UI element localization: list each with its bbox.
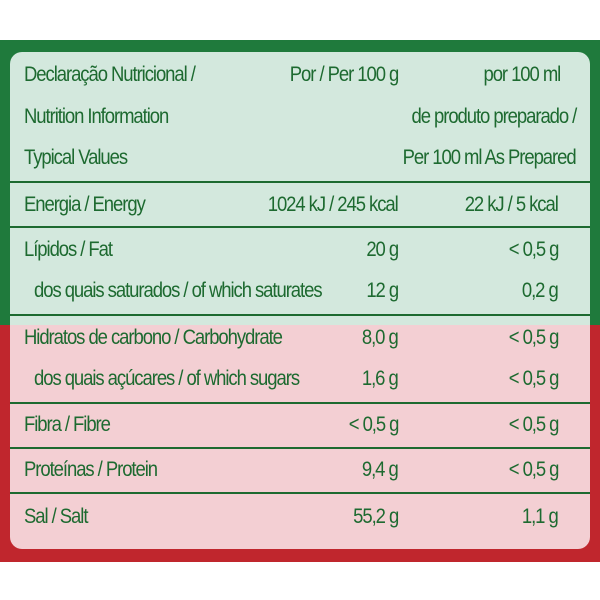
row-value-energy-100ml: 22 kJ / 5 kcal xyxy=(464,193,559,216)
row-value-saturates-100ml: 0,2 g xyxy=(522,279,559,302)
header-col2: Por / Per 100 g xyxy=(289,63,400,86)
row-label-salt: Sal / Salt xyxy=(24,505,88,528)
header-col1-line2: Nutrition Information xyxy=(24,105,169,128)
divider xyxy=(10,314,590,316)
row-label-fat: Lípidos / Fat xyxy=(24,238,113,261)
row-value-carbohydrate-100ml: < 0,5 g xyxy=(508,326,559,349)
row-value-energy-100g: 1024 kJ / 245 kcal xyxy=(268,193,399,216)
divider xyxy=(10,447,590,449)
row-value-protein-100g: 9,4 g xyxy=(362,458,399,481)
row-value-saturates-100g: 12 g xyxy=(366,279,399,302)
divider xyxy=(10,181,590,183)
row-label-fibre: Fibra / Fibre xyxy=(24,413,111,436)
row-label-energy: Energia / Energy xyxy=(24,193,146,216)
row-value-protein-100ml: < 0,5 g xyxy=(508,458,559,481)
nutrition-table: Declaração Nutricional / Nutrition Infor… xyxy=(10,52,590,549)
divider xyxy=(10,492,590,494)
row-label-saturates: dos quais saturados / of which saturates xyxy=(34,279,323,302)
row-value-fat-100ml: < 0,5 g xyxy=(508,238,559,261)
header-col3-line1: por 100 ml xyxy=(483,63,561,86)
row-label-carbohydrate: Hidratos de carbono / Carbohydrate xyxy=(24,326,283,349)
row-value-fibre-100ml: < 0,5 g xyxy=(508,413,559,436)
header-col1-line1: Declaração Nutricional / xyxy=(24,63,196,86)
row-label-sugars: dos quais açúcares / of which sugars xyxy=(34,367,300,390)
header-col3-line2: de produto preparado / xyxy=(411,105,577,128)
row-value-salt-100ml: 1,1 g xyxy=(522,505,559,528)
row-value-carbohydrate-100g: 8,0 g xyxy=(362,326,399,349)
divider xyxy=(10,402,590,404)
row-value-fibre-100g: < 0,5 g xyxy=(348,413,399,436)
header-col1-line3: Typical Values xyxy=(24,146,128,169)
row-value-sugars-100ml: < 0,5 g xyxy=(508,367,559,390)
row-value-fat-100g: 20 g xyxy=(366,238,399,261)
row-value-salt-100g: 55,2 g xyxy=(352,505,399,528)
divider xyxy=(10,226,590,228)
row-value-sugars-100g: 1,6 g xyxy=(362,367,399,390)
header-col3-line3: Per 100 ml As Prepared xyxy=(403,146,577,169)
row-label-protein: Proteínas / Protein xyxy=(24,458,158,481)
